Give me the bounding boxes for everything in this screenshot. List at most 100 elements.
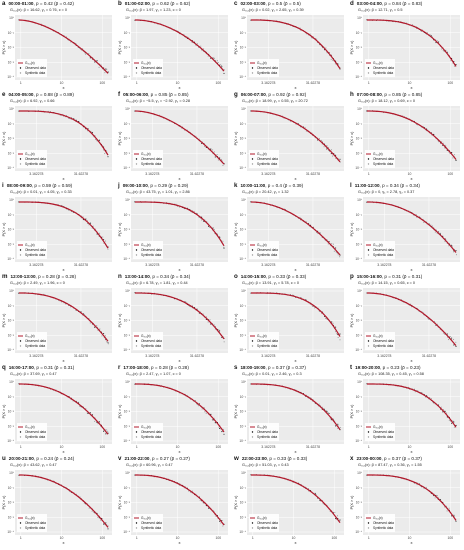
- tick-label-y: 10⁰: [9, 471, 15, 475]
- legend-box: [365, 423, 395, 441]
- tick-label-y: 10⁻³: [8, 333, 14, 337]
- equals-sign: =: [38, 92, 44, 97]
- p-bar-label: (p̄: [54, 274, 61, 279]
- synthetic-point: [325, 47, 327, 49]
- observed-point: [89, 222, 91, 224]
- panel-time: 23:00-00:00: [356, 456, 382, 461]
- observed-point: [103, 239, 105, 241]
- legend-label: G₃,₂(x): [25, 152, 35, 156]
- chart-svg-o: 10⁰ 10⁻¹ 10⁻² 10⁻³ 10⁻⁴ 3.162278 31.62278 P(X >…: [234, 288, 344, 363]
- p-bar-label: (p̄: [167, 92, 173, 97]
- observed-point: [107, 156, 109, 158]
- equals-sign: =: [270, 92, 277, 97]
- legend-synthetic-swatch: [367, 254, 370, 256]
- legend-label: Observed data: [25, 248, 46, 252]
- tick-label-x: 31.62278: [306, 263, 320, 267]
- tick-label-y: 10⁻³: [240, 515, 246, 519]
- panel-params: G₃,₂(x): β = 2.47, γ₁ = 1.07, c = 0: [126, 372, 181, 376]
- synthetic-point: [299, 216, 301, 218]
- legend-label: Synthetic data: [373, 435, 393, 439]
- p-label: , p: [265, 92, 271, 97]
- observed-point: [103, 430, 105, 432]
- panel-letter: n: [118, 273, 122, 280]
- equals-sign: =: [384, 183, 390, 188]
- x-axis-label: x: [179, 358, 181, 363]
- legend-label: G₃,₂(x): [25, 61, 35, 65]
- panel-time: 09:00-10:00: [122, 183, 148, 188]
- observed-point: [98, 139, 100, 141]
- x-axis-label: x: [295, 85, 297, 90]
- tick-label-y: 10⁻²: [356, 410, 362, 414]
- synthetic-point: [322, 503, 324, 505]
- observed-point: [453, 344, 455, 346]
- synthetic-point: [452, 338, 455, 341]
- model-line: [251, 292, 341, 337]
- panel-params: G₃,₂(x): β = 20.42, γ₁ = 1.32: [242, 190, 289, 194]
- synthetic-point: [218, 329, 220, 331]
- tick-label-x: 1: [20, 536, 22, 540]
- panel-letter: a: [2, 0, 6, 7]
- legend-label: Observed data: [373, 430, 394, 434]
- p-value: 0.84: [392, 1, 402, 6]
- legend-box: [365, 59, 395, 77]
- p-value: 0.85: [392, 92, 402, 97]
- p-value: 0.4: [275, 183, 282, 188]
- synthetic-point: [331, 242, 333, 245]
- synthetic-point: [96, 324, 98, 327]
- synthetic-point: [330, 149, 333, 151]
- panel-letter: v: [118, 455, 122, 462]
- tick-label-y: 10⁰: [357, 380, 363, 384]
- legend-box: [249, 514, 279, 532]
- chart-panel-a: 10⁰ 10⁻¹ 10⁻² 10⁻³ 10⁻⁴ 1 10 100 P(X > x) x G₃,₂(x…: [0, 0, 116, 91]
- synthetic-point: [103, 149, 105, 151]
- equals-sign: =: [40, 274, 46, 279]
- tick-label-x: 100: [99, 445, 105, 449]
- tick-label-y: 10⁰: [125, 380, 131, 384]
- chart-panel-q: 10⁰ 10⁻¹ 10⁻² 10⁻³ 10⁻⁴ 1 10 100 P(X > x) x G₃,₂(x…: [0, 364, 116, 455]
- legend-observed-swatch: [135, 158, 138, 160]
- observed-point: [92, 414, 94, 416]
- panel-letter: h: [350, 91, 354, 98]
- tick-label-x: 31.62278: [306, 445, 320, 449]
- p-label: , p: [147, 183, 153, 188]
- equals-sign: =: [404, 365, 411, 370]
- synthetic-point: [320, 139, 322, 141]
- observed-point: [212, 419, 214, 421]
- tick-label-x: 3.162278: [29, 354, 43, 358]
- observed-point: [335, 247, 337, 249]
- legend-synthetic-swatch: [367, 436, 370, 438]
- legend-observed-swatch: [135, 67, 138, 69]
- tick-label-x: 10: [176, 445, 180, 449]
- synthetic-point: [336, 333, 338, 335]
- p-value: 0.33: [276, 274, 286, 279]
- observed-point: [223, 247, 225, 249]
- synthetic-point: [202, 502, 204, 504]
- tick-label-y: 10⁰: [357, 107, 363, 111]
- tick-label-x: 1: [252, 536, 254, 540]
- tick-label-y: 10⁰: [241, 471, 247, 475]
- p-label: , p: [381, 274, 387, 279]
- tick-label-y: 10⁻¹: [124, 31, 130, 35]
- panel-header: b 01:00-02:00, p = 0.62 (p̄ = 0.62): [118, 0, 190, 7]
- observed-point: [328, 413, 330, 415]
- p-label: , p: [149, 1, 155, 6]
- chart-panel-d: 10⁰ 10⁻¹ 10⁻² 10⁻³ 10⁻⁴ 1 10 100 P(X > x) x G₃,₂(x…: [348, 0, 464, 91]
- legend-observed-swatch: [135, 522, 138, 524]
- tick-label-y: 10⁻⁴: [355, 166, 362, 170]
- tick-label-y: 10⁻¹: [356, 122, 362, 126]
- synthetic-point: [332, 243, 334, 245]
- observed-point: [103, 523, 105, 525]
- p-value: 0.28: [45, 274, 55, 279]
- y-axis-label: P(X > x): [2, 222, 6, 237]
- y-axis-label: P(X > x): [118, 131, 122, 146]
- tick-label-y: 10⁻³: [124, 151, 130, 155]
- observed-point: [87, 412, 89, 414]
- tick-label-y: 10⁻³: [124, 424, 130, 428]
- panel-params: G₃,₂(x): β = 14.15, γ₁ = 0.65, c = 0: [358, 281, 416, 285]
- tick-label-x: 3.162278: [261, 172, 275, 176]
- observed-point: [330, 419, 332, 421]
- p-value: 0.31: [44, 365, 54, 370]
- legend-box: [17, 514, 47, 532]
- panel-header: n 13:00-14:00, p = 0.34 (p̄ = 0.34): [118, 273, 190, 280]
